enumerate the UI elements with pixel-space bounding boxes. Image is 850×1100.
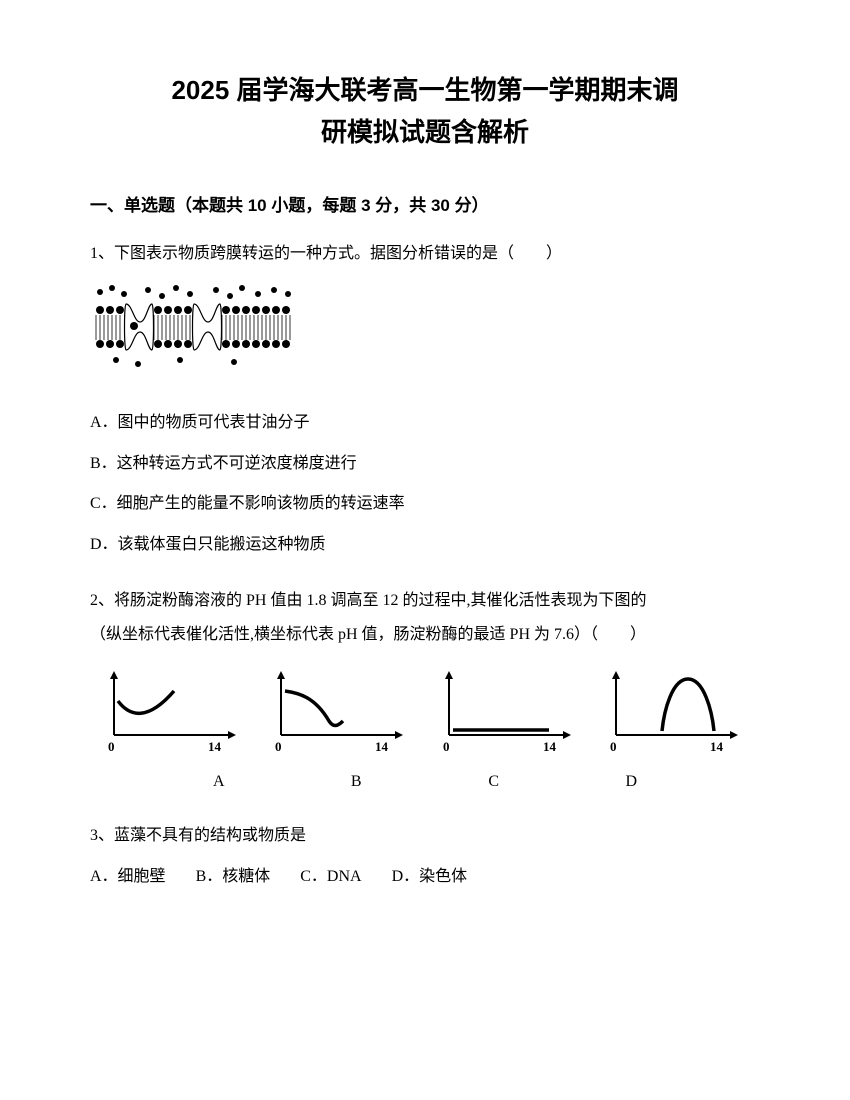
title-line-1: 2025 届学海大联考高一生物第一学期期末调 [90,70,760,112]
question-1: 1、下图表示物质跨膜转运的一种方式。据图分析错误的是（ ） [90,237,760,564]
q1-options: A．图中的物质可代表甘油分子 B．这种转运方式不可逆浓度梯度进行 C．细胞产生的… [90,405,760,564]
q2-label-d: D [563,765,701,799]
q2-stem-1: 2、将肠淀粉酶溶液的 PH 值由 1.8 调高至 12 的过程中,其催化活性表现… [90,584,760,618]
svg-text:14: 14 [543,739,557,754]
q3-option-c: C．DNA [300,860,361,894]
q1-figure [90,282,760,385]
q1-stem: 1、下图表示物质跨膜转运的一种方式。据图分析错误的是（ ） [90,237,760,271]
document-title: 2025 届学海大联考高一生物第一学期期末调 研模拟试题含解析 [90,70,760,153]
q1-option-d: D．该载体蛋白只能搬运这种物质 [90,527,760,564]
q2-chart-d: 0 14 [593,665,761,755]
q1-option-b: B．这种转运方式不可逆浓度梯度进行 [90,446,760,483]
membrane-transport-diagram [90,282,300,372]
q2-label-b: B [288,765,426,799]
q2-chart-labels: A B C D [90,765,760,799]
q2-label-a: A [150,765,288,799]
q3-option-b: B．核糖体 [196,860,271,894]
q2-label-c: C [425,765,563,799]
question-2: 2、将肠淀粉酶溶液的 PH 值由 1.8 调高至 12 的过程中,其催化活性表现… [90,584,760,799]
q1-option-c: C．细胞产生的能量不影响该物质的转运速率 [90,486,760,523]
q2-charts: 0 14 0 14 0 14 [90,665,760,755]
q2-chart-a: 0 14 [90,665,258,755]
question-3: 3、蓝藻不具有的结构或物质是 A．细胞壁 B．核糖体 C．DNA D．染色体 [90,819,760,894]
q3-option-a: A．细胞壁 [90,860,166,894]
q2-chart-b: 0 14 [258,665,426,755]
q2-chart-c: 0 14 [425,665,593,755]
q3-option-d: D．染色体 [392,860,468,894]
svg-text:0: 0 [108,739,115,754]
svg-text:0: 0 [275,739,282,754]
lipid-bilayer [96,304,290,350]
q3-stem: 3、蓝藻不具有的结构或物质是 [90,819,760,853]
svg-text:14: 14 [375,739,389,754]
q3-options: A．细胞壁 B．核糖体 C．DNA D．染色体 [90,860,760,894]
section-1-header: 一、单选题（本题共 10 小题，每题 3 分，共 30 分） [90,193,760,219]
svg-text:14: 14 [710,739,724,754]
svg-text:0: 0 [610,739,617,754]
title-line-2: 研模拟试题含解析 [90,112,760,154]
q1-option-a: A．图中的物质可代表甘油分子 [90,405,760,442]
svg-text:14: 14 [208,739,222,754]
q2-stem-2: （纵坐标代表催化活性,横坐标代表 pH 值，肠淀粉酶的最适 PH 为 7.6）（… [90,618,760,652]
svg-text:0: 0 [443,739,450,754]
